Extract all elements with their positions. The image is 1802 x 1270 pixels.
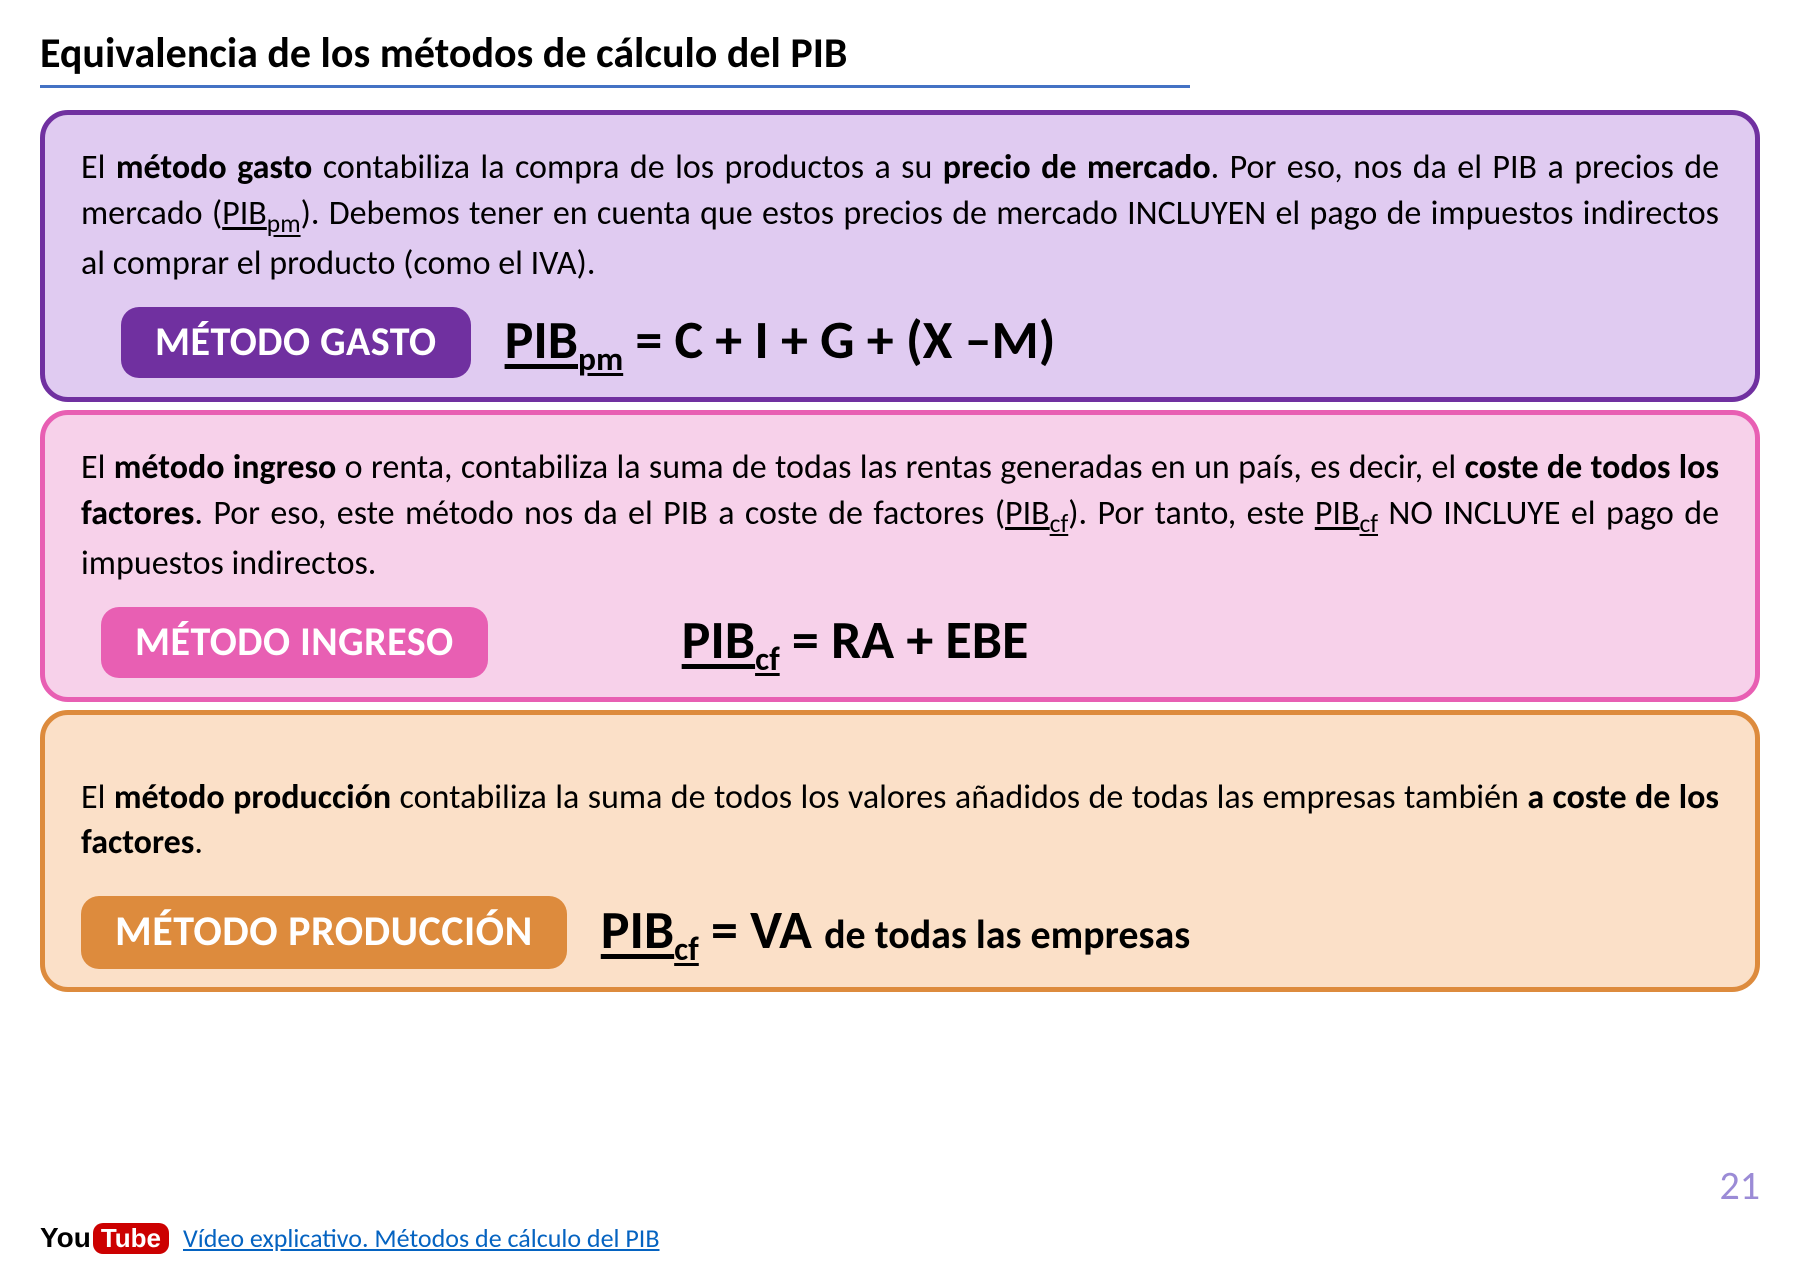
card-gasto: El método gasto contabiliza la compra de… (40, 110, 1760, 402)
title-underline (40, 85, 1190, 88)
youtube-you-text: You (40, 1222, 91, 1254)
pill-ingreso: MÉTODO INGRESO (101, 607, 488, 678)
card-produccion-text: El método producción contabiliza la suma… (81, 775, 1719, 867)
card-produccion-row: MÉTODO PRODUCCIÓN PIBcf = VA de todas la… (81, 896, 1719, 969)
card-ingreso: El método ingreso o renta, contabiliza l… (40, 410, 1760, 702)
formula-ingreso: PIBcf = RA + EBE (682, 607, 1029, 679)
card-produccion: El método producción contabiliza la suma… (40, 710, 1760, 993)
card-ingreso-text: El método ingreso o renta, contabiliza l… (81, 445, 1719, 587)
youtube-icon: YouTube (40, 1222, 169, 1254)
formula-produccion: PIBcf = VA de todas las empresas (601, 897, 1190, 969)
card-ingreso-row: MÉTODO INGRESO PIBcf = RA + EBE (81, 607, 1719, 679)
card-gasto-text: El método gasto contabiliza la compra de… (81, 145, 1719, 287)
slide-page: Equivalencia de los métodos de cálculo d… (0, 0, 1802, 1270)
formula-gasto: PIBpm = C + I + G + (X –M) (505, 307, 1056, 379)
pill-gasto: MÉTODO GASTO (121, 307, 471, 378)
page-number: 21 (1719, 1161, 1760, 1210)
card-gasto-row: MÉTODO GASTO PIBpm = C + I + G + (X –M) (81, 307, 1719, 379)
footer-video-link[interactable]: Vídeo explicativo. Métodos de cálculo de… (183, 1222, 660, 1254)
youtube-tube-text: Tube (93, 1223, 169, 1254)
page-title: Equivalencia de los métodos de cálculo d… (40, 28, 1762, 79)
footer: YouTube Vídeo explicativo. Métodos de cá… (40, 1222, 660, 1254)
pill-produccion: MÉTODO PRODUCCIÓN (81, 896, 567, 969)
